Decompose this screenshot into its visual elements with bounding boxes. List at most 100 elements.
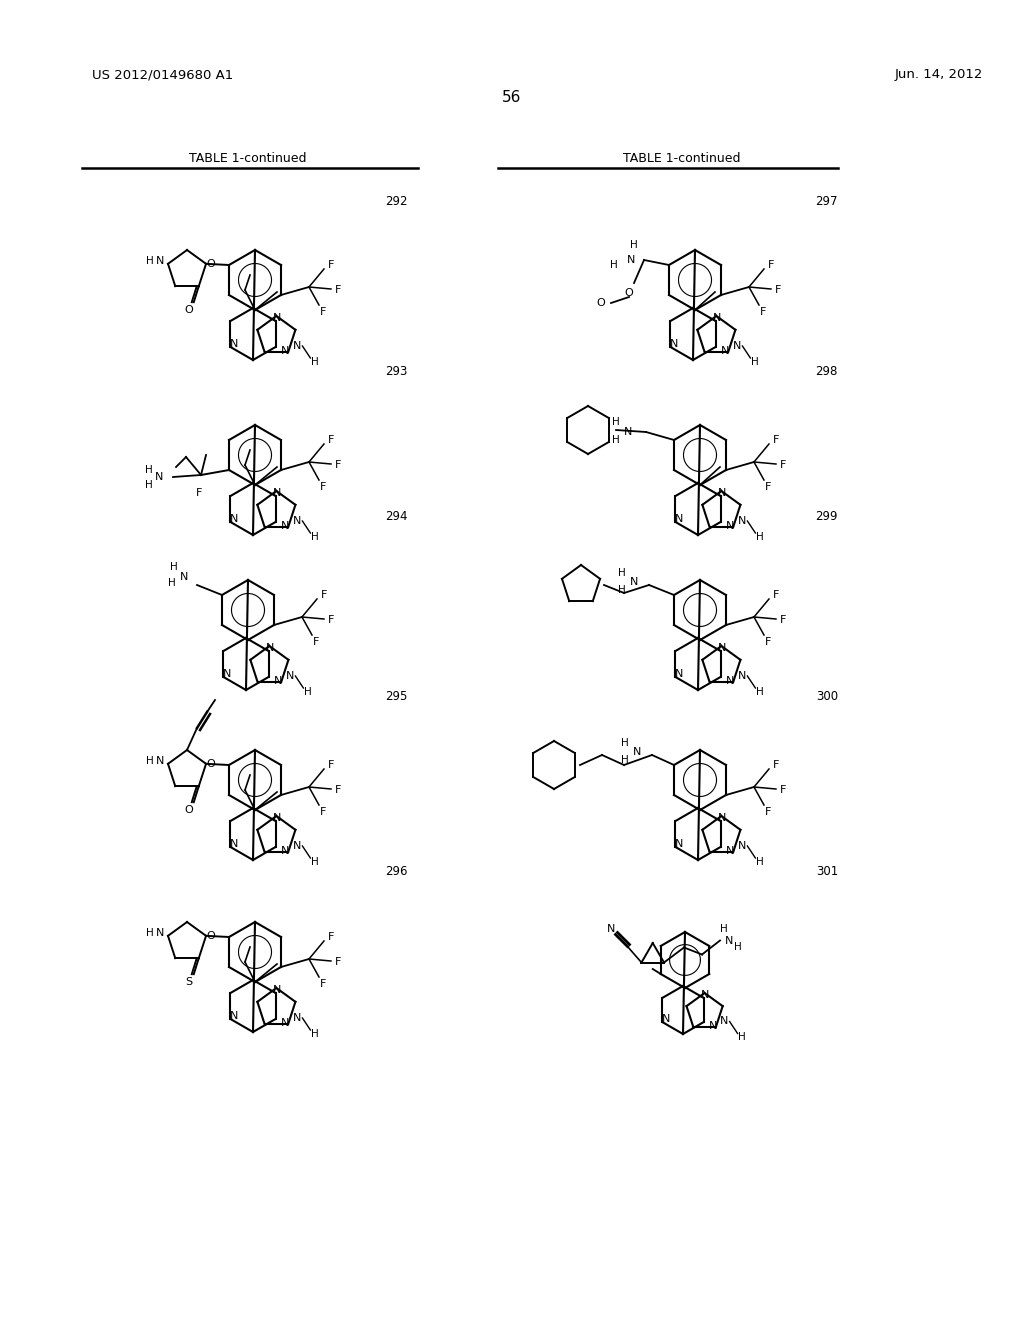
- Text: N: N: [662, 1014, 670, 1024]
- Text: N: N: [156, 256, 164, 265]
- Text: F: F: [773, 760, 779, 770]
- Text: H: H: [310, 356, 318, 367]
- Text: H: H: [751, 356, 759, 367]
- Text: N: N: [281, 346, 289, 356]
- Text: N: N: [701, 990, 710, 1001]
- Text: 296: 296: [385, 865, 408, 878]
- Text: H: H: [618, 585, 626, 595]
- Text: N: N: [633, 747, 641, 756]
- Text: H: H: [622, 738, 629, 748]
- Text: O: O: [184, 805, 194, 816]
- Text: F: F: [780, 459, 786, 470]
- Text: H: H: [737, 1032, 745, 1043]
- Text: F: F: [319, 482, 327, 492]
- Text: H: H: [303, 686, 311, 697]
- Text: N: N: [230, 1011, 239, 1020]
- Text: H: H: [756, 686, 763, 697]
- Text: TABLE 1-continued: TABLE 1-continued: [624, 152, 740, 165]
- Text: F: F: [328, 760, 334, 770]
- Text: F: F: [319, 979, 327, 989]
- Text: N: N: [733, 341, 741, 351]
- Text: H: H: [734, 942, 741, 953]
- Text: N: N: [293, 841, 302, 851]
- Text: N: N: [738, 841, 746, 851]
- Text: H: H: [612, 417, 620, 426]
- Text: N: N: [624, 426, 632, 437]
- Text: N: N: [273, 676, 282, 686]
- Text: O: O: [597, 298, 605, 308]
- Text: F: F: [335, 957, 341, 968]
- Text: F: F: [765, 638, 771, 647]
- Text: N: N: [718, 643, 727, 653]
- Text: H: H: [310, 532, 318, 543]
- Text: N: N: [156, 928, 164, 937]
- Text: O: O: [207, 259, 215, 269]
- Text: F: F: [765, 807, 771, 817]
- Text: N: N: [670, 339, 679, 348]
- Text: N: N: [718, 488, 727, 498]
- Text: 300: 300: [816, 690, 838, 704]
- Text: N: N: [607, 924, 615, 933]
- Text: O: O: [625, 288, 634, 298]
- Text: N: N: [726, 521, 734, 531]
- Text: N: N: [266, 643, 274, 653]
- Text: 293: 293: [386, 366, 408, 378]
- Text: N: N: [230, 840, 239, 849]
- Text: N: N: [738, 671, 746, 681]
- Text: N: N: [726, 676, 734, 686]
- Text: H: H: [612, 436, 620, 445]
- Text: N: N: [180, 572, 188, 582]
- Text: O: O: [207, 931, 215, 941]
- Text: 297: 297: [815, 195, 838, 209]
- Text: H: H: [146, 756, 154, 766]
- Text: N: N: [675, 513, 683, 524]
- Text: H: H: [630, 240, 638, 249]
- Text: N: N: [156, 756, 164, 766]
- Text: F: F: [773, 436, 779, 445]
- Text: H: H: [310, 1030, 318, 1039]
- Text: H: H: [168, 578, 176, 587]
- Text: F: F: [768, 260, 774, 271]
- Text: N: N: [725, 936, 733, 945]
- Text: N: N: [713, 313, 722, 323]
- Text: N: N: [738, 516, 746, 525]
- Text: H: H: [146, 928, 154, 937]
- Text: H: H: [756, 857, 763, 867]
- Text: O: O: [207, 759, 215, 768]
- Text: F: F: [335, 285, 341, 294]
- Text: US 2012/0149680 A1: US 2012/0149680 A1: [92, 69, 233, 81]
- Text: F: F: [312, 638, 319, 647]
- Text: F: F: [196, 488, 202, 498]
- Text: F: F: [328, 260, 334, 271]
- Text: 299: 299: [815, 510, 838, 523]
- Text: N: N: [720, 1016, 729, 1027]
- Text: N: N: [675, 840, 683, 849]
- Text: N: N: [675, 669, 683, 678]
- Text: N: N: [293, 516, 302, 525]
- Text: 56: 56: [503, 90, 521, 106]
- Text: F: F: [780, 615, 786, 624]
- Text: O: O: [184, 305, 194, 315]
- Text: F: F: [321, 590, 328, 601]
- Text: N: N: [627, 255, 635, 265]
- Text: N: N: [630, 577, 638, 587]
- Text: N: N: [709, 1022, 717, 1031]
- Text: F: F: [335, 459, 341, 470]
- Text: F: F: [319, 308, 327, 317]
- Text: F: F: [328, 932, 334, 942]
- Text: H: H: [756, 532, 763, 543]
- Text: 295: 295: [386, 690, 408, 704]
- Text: N: N: [273, 488, 282, 498]
- Text: F: F: [773, 590, 779, 601]
- Text: H: H: [610, 260, 617, 271]
- Text: 301: 301: [816, 865, 838, 878]
- Text: N: N: [273, 313, 282, 323]
- Text: N: N: [281, 846, 289, 855]
- Text: Jun. 14, 2012: Jun. 14, 2012: [895, 69, 983, 81]
- Text: H: H: [145, 480, 153, 490]
- Text: H: H: [310, 857, 318, 867]
- Text: N: N: [230, 339, 239, 348]
- Text: F: F: [760, 308, 766, 317]
- Text: 292: 292: [385, 195, 408, 209]
- Text: H: H: [170, 562, 178, 572]
